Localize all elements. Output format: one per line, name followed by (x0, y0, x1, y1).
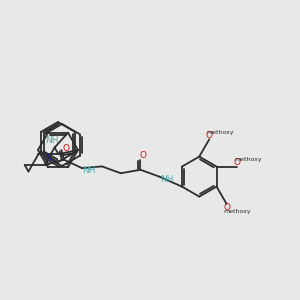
Text: methoxy: methoxy (235, 157, 262, 162)
Text: NH: NH (160, 175, 174, 184)
Text: NH: NH (45, 136, 58, 145)
Text: O: O (223, 203, 230, 212)
Text: O: O (233, 158, 240, 167)
Text: NH: NH (82, 166, 96, 175)
Text: methoxy: methoxy (206, 130, 234, 135)
Text: O: O (140, 151, 147, 160)
Text: O: O (63, 143, 70, 152)
Text: N: N (45, 154, 52, 164)
Text: methoxy: methoxy (224, 209, 251, 214)
Text: O: O (206, 131, 213, 140)
